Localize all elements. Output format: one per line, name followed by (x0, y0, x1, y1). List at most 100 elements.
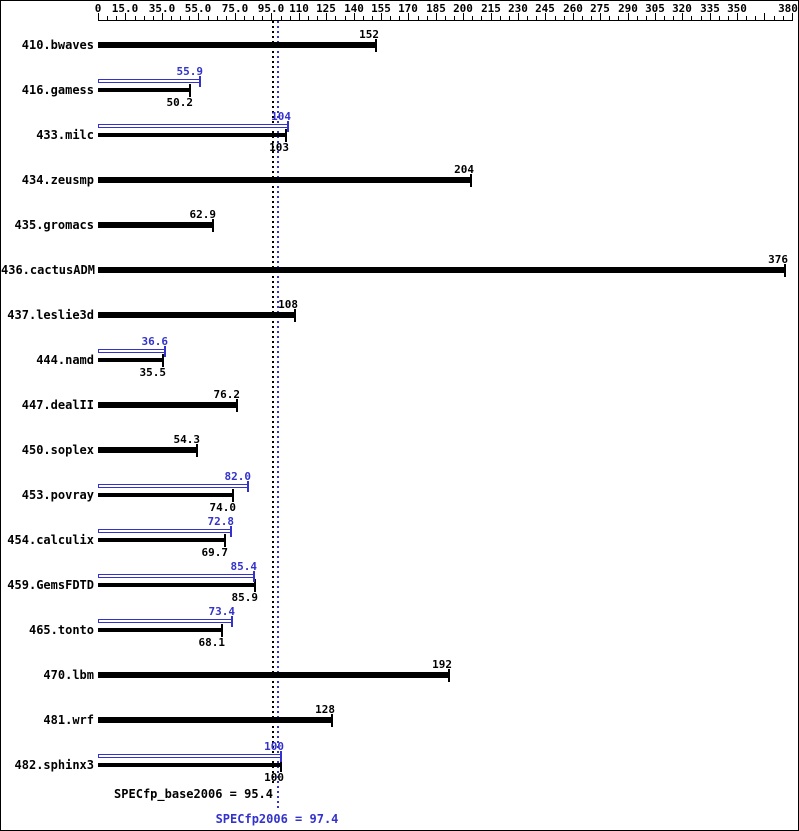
axis-minor-tick (582, 16, 583, 20)
benchmark-label: 433.milc (36, 128, 94, 142)
peak-mean-label: SPECfp2006 = 97.4 (215, 812, 339, 826)
axis-minor-tick (591, 16, 592, 20)
axis-major-tick (381, 13, 382, 20)
benchmark-label: 435.gromacs (14, 218, 94, 232)
axis-tick-label: 110 (289, 2, 309, 15)
axis-tick-label: 335 (700, 2, 720, 15)
axis-minor-tick (728, 16, 729, 20)
axis-minor-tick (153, 16, 154, 20)
axis-minor-tick (774, 16, 775, 20)
axis-tick-label: 350 (727, 2, 747, 15)
base-bar (98, 493, 233, 497)
base-bar (98, 358, 163, 362)
axis-minor-tick (208, 16, 209, 20)
base-bar (98, 42, 376, 48)
axis-minor-tick (472, 16, 473, 20)
base-value-label: 69.7 (201, 546, 229, 559)
axis-minor-tick (783, 16, 784, 20)
base-bar-endcap (470, 174, 472, 187)
base-bar-endcap (254, 579, 256, 592)
base-value-label: 204 (454, 163, 474, 176)
axis-minor-tick (171, 16, 172, 20)
axis-minor-tick (399, 16, 400, 20)
base-bar-endcap (236, 399, 238, 412)
axis-major-tick (545, 13, 546, 20)
base-bar-endcap (221, 624, 223, 637)
base-value-label: 128 (315, 703, 335, 716)
base-value-label: 85.9 (231, 591, 259, 604)
axis-minor-tick (509, 16, 510, 20)
base-bar (98, 312, 295, 318)
peak-bar (98, 484, 248, 488)
axis-minor-tick (418, 16, 419, 20)
axis-minor-tick (691, 16, 692, 20)
base-bar-endcap (196, 444, 198, 457)
axis-minor-tick (481, 16, 482, 20)
base-bar (98, 447, 197, 453)
peak-value-label: 104 (271, 110, 291, 123)
axis-tick-label: 305 (645, 2, 665, 15)
axis-tick-label: 200 (453, 2, 473, 15)
peak-bar (98, 754, 281, 758)
benchmark-label: 437.leslie3d (7, 308, 94, 322)
axis-minor-tick (701, 16, 702, 20)
axis-tick-label: 35.0 (148, 2, 176, 15)
axis-major-tick (354, 13, 355, 20)
axis-major-tick (299, 13, 300, 20)
peak-bar-endcap (199, 76, 201, 87)
base-value-label: 35.5 (139, 366, 167, 379)
base-mean-line (272, 21, 274, 785)
axis-major-tick (326, 13, 327, 20)
axis-tick-label: 275 (590, 2, 610, 15)
base-bar (98, 717, 332, 723)
axis-major-tick (573, 13, 574, 20)
axis-minor-tick (308, 16, 309, 20)
benchmark-label: 482.sphinx3 (14, 758, 94, 772)
base-bar (98, 538, 225, 542)
base-bar (98, 628, 222, 632)
axis-tick-label: 260 (563, 2, 583, 15)
axis-major-tick (764, 13, 765, 20)
axis-minor-tick (390, 16, 391, 20)
peak-bar (98, 79, 200, 83)
peak-bar-endcap (247, 481, 249, 492)
peak-bar-endcap (231, 616, 233, 627)
axis-major-tick (491, 13, 492, 20)
axis-tick-label: 155 (371, 2, 391, 15)
axis-minor-tick (180, 16, 181, 20)
axis-minor-tick (372, 16, 373, 20)
axis-minor-tick (107, 16, 108, 20)
axis-major-tick (271, 13, 272, 20)
base-value-label: 108 (278, 298, 298, 311)
axis-minor-tick (646, 16, 647, 20)
axis-tick-label: 15.0 (111, 2, 139, 15)
base-bar (98, 672, 449, 678)
base-bar-endcap (232, 489, 234, 502)
axis-minor-tick (290, 16, 291, 20)
peak-bar-endcap (230, 526, 232, 537)
base-bar (98, 177, 471, 183)
axis-tick-label: 170 (398, 2, 418, 15)
base-bar-endcap (448, 669, 450, 682)
axis-major-tick (792, 13, 793, 20)
axis-minor-tick (217, 16, 218, 20)
axis-major-tick (710, 13, 711, 20)
benchmark-label: 453.povray (21, 488, 94, 502)
base-bar-endcap (280, 759, 282, 772)
axis-major-tick (600, 13, 601, 20)
axis-major-tick (737, 13, 738, 20)
peak-value-label: 100 (264, 740, 284, 753)
base-value-label: 74.0 (209, 501, 237, 514)
base-value-label: 68.1 (198, 636, 226, 649)
axis-minor-tick (345, 16, 346, 20)
base-value-label: 103 (269, 141, 289, 154)
axis-minor-tick (618, 16, 619, 20)
axis-minor-tick (454, 16, 455, 20)
benchmark-label: 410.bwaves (21, 38, 94, 52)
axis-tick-label: 380 (778, 2, 798, 15)
axis-minor-tick (555, 16, 556, 20)
axis-major-tick (408, 13, 409, 20)
base-value-label: 50.2 (166, 96, 194, 109)
